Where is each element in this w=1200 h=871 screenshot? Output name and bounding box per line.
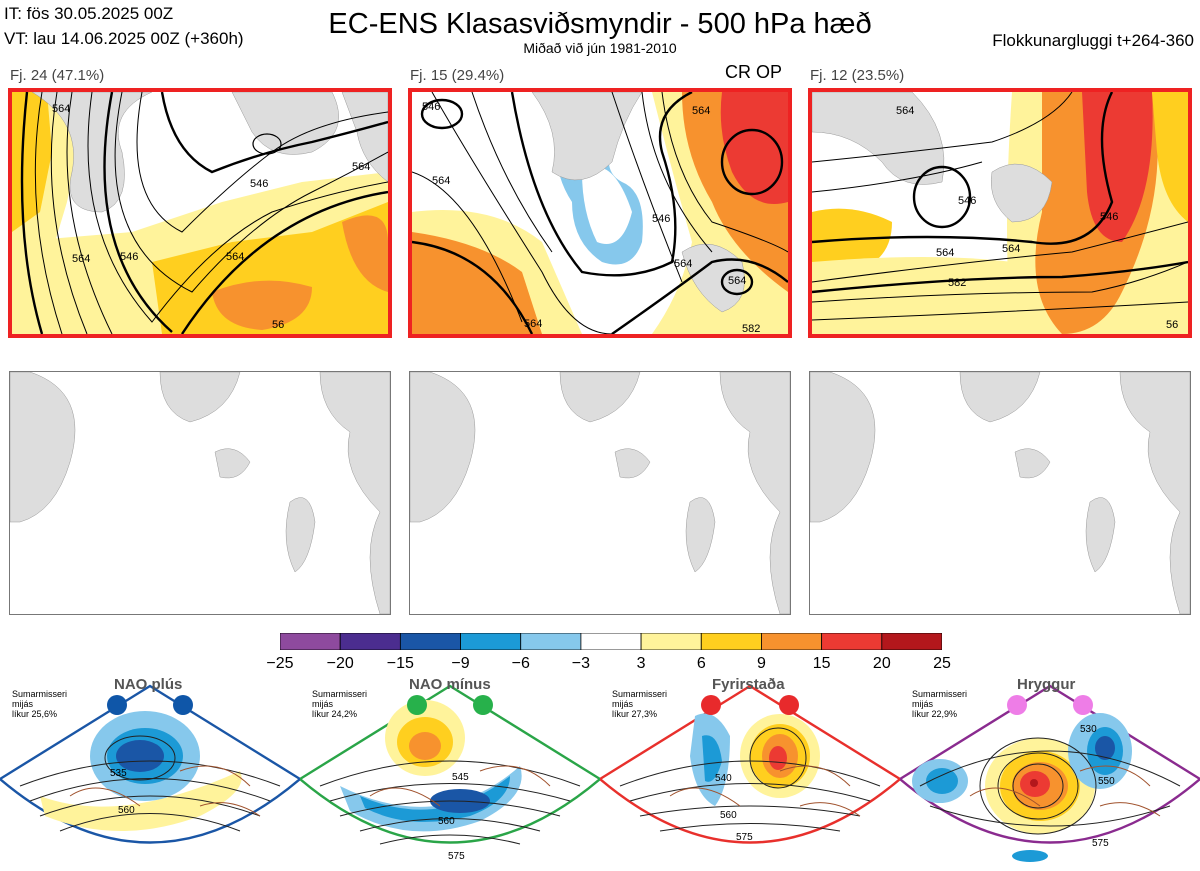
regime-contour-label: 560: [438, 816, 455, 827]
page-title: EC-ENS Klasasviðsmyndir - 500 hPa hæð: [328, 8, 872, 40]
colorbar-bin: [580, 633, 642, 650]
colorbar-bin: [460, 633, 522, 650]
contour-label: 582: [948, 277, 966, 289]
regime-name: NAO plús: [114, 676, 183, 693]
colorbar-tick-label: 3: [636, 655, 646, 672]
valid-time: VT: lau 14.06.2025 00Z (+360h): [4, 29, 244, 48]
contour-label: 56: [1166, 319, 1178, 331]
regime-name: Fyrirstaða: [712, 676, 785, 693]
colorbar-bin: [821, 633, 883, 650]
colorbar-tick-label: −25: [266, 655, 294, 672]
colorbar-bin: [280, 633, 341, 650]
regime-contour-label: 530: [1080, 724, 1097, 735]
contour-label: 564: [896, 105, 914, 117]
climate-reference: Miðað við jún 1981-2010: [523, 40, 677, 56]
contour-label: 564: [692, 105, 710, 117]
regime-stats: Sumarmisseri mijás líkur 27,3%: [612, 689, 668, 719]
regime-stats: Sumarmisseri mijás líkur 25,6%: [12, 689, 68, 719]
regime-contour-label: 550: [1098, 776, 1115, 787]
colorbar-bin: [761, 633, 823, 650]
regime-stats: Sumarmisseri mijás líkur 22,9%: [912, 689, 968, 719]
colorbar-tick-label: 20: [872, 655, 891, 672]
regime-name: Hryggur: [1017, 676, 1076, 693]
contour-label: 546: [120, 251, 138, 263]
contour-label: 546: [422, 101, 440, 113]
regime-blocking[interactable]: 540 560 575 Fyrirstaða Sumarmisseri mijás…: [600, 676, 900, 871]
colorbar-tick-label: −15: [386, 655, 414, 672]
colorbar-tick-label: 15: [812, 655, 831, 672]
cluster-map-1[interactable]: 564 546 564 546 564 564 56: [8, 88, 392, 338]
regime-stats: Sumarmisseri mijás líkur 24,2%: [312, 689, 368, 719]
regime-contour-label: 575: [1092, 838, 1109, 849]
panel-label-2: Fj. 15 (29.4%): [410, 67, 505, 84]
contour-label: 564: [52, 103, 70, 115]
colorbar-tick-label: 6: [696, 655, 706, 672]
contour-label: 564: [1002, 243, 1020, 255]
contour-label: 564: [352, 161, 370, 173]
contour-label: 564: [728, 275, 746, 287]
regime-ridge[interactable]: 530 550 575 Hryggur Sumarmisseri mijás lík…: [900, 676, 1200, 871]
contour-label: 564: [72, 253, 90, 265]
control-op-badge: CR OP: [725, 62, 783, 82]
colorbar-tick-label: −6: [511, 655, 530, 672]
regime-contour-label: 560: [720, 810, 737, 821]
contour-label: 564: [226, 251, 244, 263]
contour-label: 56: [272, 319, 284, 331]
contour-label: 582: [742, 323, 760, 334]
regime-contour-label: 545: [452, 772, 469, 783]
regime-contour-label: 575: [448, 851, 465, 862]
member-map-2[interactable]: [409, 371, 791, 615]
regime-name: NAO mínus: [409, 676, 491, 693]
anomaly-colorbar: [280, 633, 942, 650]
colorbar-bin: [399, 633, 461, 650]
regime-contour-label: 560: [118, 805, 135, 816]
colorbar-tick-label: 25: [933, 655, 951, 672]
initial-time: IT: fös 30.05.2025 00Z: [4, 4, 174, 23]
contour-label: 564: [432, 175, 450, 187]
regime-nao-plus[interactable]: 535 560 NAO plús Sumarmisseri mijás líkur …: [0, 676, 300, 871]
cluster-map-2[interactable]: 546 564 564 546 564 564 564 582: [408, 88, 792, 338]
regime-contour-label: 575: [736, 832, 753, 843]
contour-label: 546: [250, 178, 268, 190]
classification-window: Flokkunargluggi t+264-360: [992, 31, 1194, 50]
colorbar-tick-label: −20: [326, 655, 354, 672]
contour-label: 546: [958, 195, 976, 207]
colorbar-bin: [339, 633, 401, 650]
regime-nao-minus[interactable]: 545 560 575 NAO mínus Sumarmisseri mijás l…: [300, 676, 600, 871]
regime-contour-label: 540: [715, 773, 732, 784]
contour-label: 564: [936, 247, 954, 259]
contour-label: 546: [1100, 211, 1118, 223]
colorbar-tick-label: 9: [757, 655, 766, 672]
member-map-3[interactable]: [809, 371, 1191, 615]
contour-label: 564: [674, 258, 692, 270]
contour-label: 546: [652, 213, 670, 225]
colorbar-bin: [640, 633, 702, 650]
panel-label-3: Fj. 12 (23.5%): [810, 67, 905, 84]
colorbar-tick-label: −3: [571, 655, 591, 672]
regime-contour-label: 535: [110, 768, 127, 779]
colorbar-tick-label: −9: [451, 655, 470, 672]
panel-label-1: Fj. 24 (47.1%): [10, 67, 105, 84]
colorbar-bin: [520, 633, 582, 650]
colorbar-bin: [881, 633, 942, 650]
member-map-1[interactable]: [9, 371, 391, 615]
cluster-map-3[interactable]: 564 546 564 546 564 582 56: [808, 88, 1192, 338]
colorbar-bin: [700, 633, 762, 650]
contour-label: 564: [524, 318, 542, 330]
